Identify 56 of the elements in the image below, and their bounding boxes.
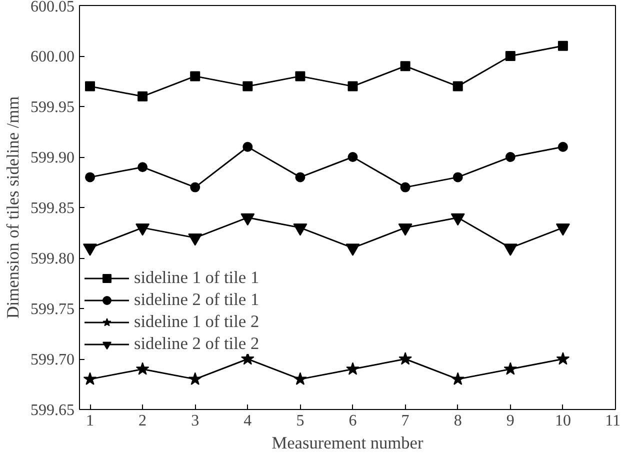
point	[85, 81, 96, 92]
point	[400, 182, 410, 192]
legend-label: sideline 2 of tile 1	[134, 290, 260, 310]
point	[558, 40, 568, 51]
x-tick-label: 2	[138, 412, 147, 430]
point	[83, 372, 97, 385]
point	[138, 162, 148, 172]
x-tick-label: 10	[554, 412, 571, 430]
point	[451, 372, 465, 385]
x-tick-label: 4	[244, 412, 252, 430]
legend-label: sideline 1 of tile 1	[134, 268, 260, 288]
legend-label: sideline 2 of tile 2	[134, 334, 260, 354]
point	[136, 362, 150, 375]
point	[138, 91, 148, 102]
point	[295, 172, 306, 182]
point	[505, 51, 516, 61]
point	[452, 172, 463, 182]
y-tick-label: 599.80	[30, 250, 74, 268]
point	[348, 152, 358, 162]
x-axis-title: Measurement number	[272, 434, 424, 452]
point	[294, 372, 307, 385]
point	[556, 352, 570, 365]
point	[348, 81, 358, 92]
y-tick-label: 600.00	[30, 48, 74, 66]
legend-label: sideline 1 of tile 2	[134, 312, 260, 332]
point	[190, 71, 200, 82]
point	[190, 182, 200, 192]
point	[295, 71, 306, 82]
point	[188, 372, 202, 385]
x-tick-label: 7	[401, 412, 410, 430]
point	[242, 81, 253, 92]
point	[346, 362, 360, 375]
y-axis-title: Dimension of tiles sideline /mm	[4, 96, 22, 319]
x-tick-label: 5	[296, 412, 304, 430]
y-tick-label: 600.05	[30, 0, 74, 16]
point	[242, 142, 253, 152]
point	[85, 172, 96, 182]
point	[505, 152, 516, 162]
y-tick-label: 599.65	[30, 402, 74, 419]
y-tick-label: 599.85	[30, 200, 74, 217]
point	[398, 352, 412, 365]
x-tick-label: 1	[86, 412, 94, 430]
y-tick-label: 599.90	[30, 150, 74, 166]
x-tick-label: 9	[506, 412, 514, 430]
point	[504, 362, 518, 375]
y-tick-label: 599.70	[30, 352, 74, 368]
point	[452, 81, 463, 92]
x-tick-label: 11	[605, 412, 620, 430]
point	[400, 61, 410, 72]
y-tick-label: 599.75	[30, 301, 74, 318]
x-tick-label: 3	[191, 412, 200, 430]
point	[558, 142, 568, 152]
y-tick-label: 599.95	[30, 99, 74, 116]
x-tick-label: 6	[348, 412, 357, 430]
x-tick-label: 8	[454, 412, 462, 430]
point	[240, 352, 254, 365]
